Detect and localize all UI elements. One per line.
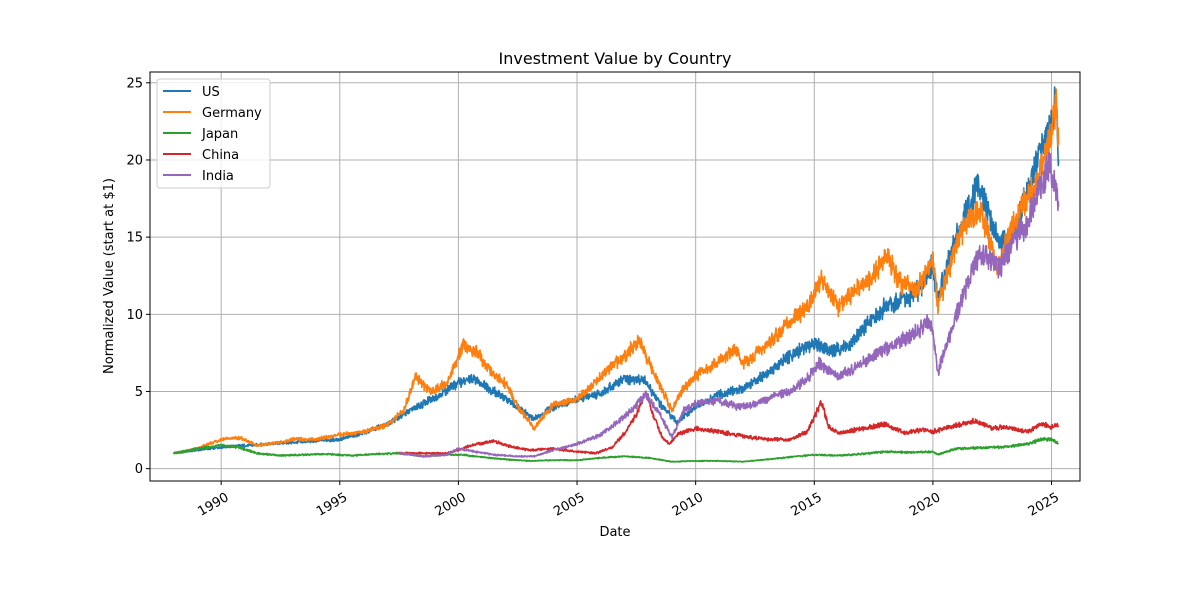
y-tick-label: 20 bbox=[126, 153, 143, 168]
x-axis-label: Date bbox=[599, 525, 630, 540]
plot-frame bbox=[149, 71, 1081, 482]
legend-label-china: China bbox=[202, 148, 239, 163]
series-line-india bbox=[398, 151, 1060, 458]
y-axis-label: Normalized Value (start at $1) bbox=[102, 178, 117, 374]
legend-label-germany: Germany bbox=[202, 106, 262, 121]
legend-label-india: India bbox=[202, 169, 234, 184]
legend-box bbox=[156, 78, 271, 189]
legend-label-us: US bbox=[202, 85, 220, 100]
y-tick-label: 0 bbox=[135, 462, 143, 477]
y-tick-label: 25 bbox=[126, 76, 143, 91]
y-tick-label: 15 bbox=[126, 231, 143, 246]
series-line-germany bbox=[173, 88, 1060, 455]
y-axis-ticks: 0 5 10 15 20 25 bbox=[126, 76, 150, 477]
legend-label-japan: Japan bbox=[201, 127, 238, 142]
series-line-japan bbox=[173, 436, 1060, 463]
series-line-china bbox=[398, 390, 1060, 455]
legend: US Germany Japan China India bbox=[156, 78, 271, 189]
chart-title: Investment Value by Country bbox=[498, 49, 731, 68]
y-tick-label: 5 bbox=[135, 385, 143, 400]
y-tick-label: 10 bbox=[126, 308, 143, 323]
series-layer bbox=[172, 86, 1060, 463]
